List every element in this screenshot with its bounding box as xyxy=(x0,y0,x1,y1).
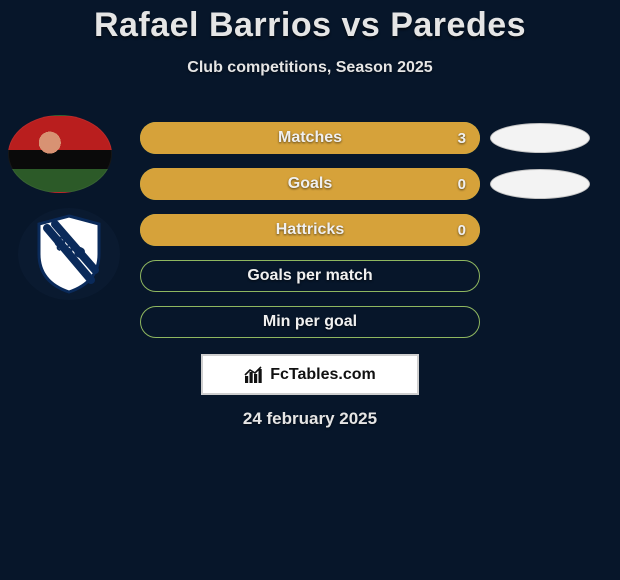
branding-section: FcTables.com 24 february 2025 xyxy=(0,354,620,429)
opponent-ellipse xyxy=(490,123,590,153)
shield-icon: QAC xyxy=(35,214,103,294)
player-photo xyxy=(8,115,112,193)
stat-label: Goals xyxy=(140,168,480,200)
stat-label: Matches xyxy=(140,122,480,154)
stats-panel: Matches 3 Goals 0 Hattricks 0 Goals per … xyxy=(140,122,480,352)
stat-label: Hattricks xyxy=(140,214,480,246)
stat-row-goals-per-match: Goals per match xyxy=(140,260,480,292)
subtitle: Club competitions, Season 2025 xyxy=(0,59,620,77)
branding-text: FcTables.com xyxy=(270,366,376,384)
stat-row-matches: Matches 3 xyxy=(140,122,480,154)
stat-row-min-per-goal: Min per goal xyxy=(140,306,480,338)
stat-row-goals: Goals 0 xyxy=(140,168,480,200)
stat-value: 0 xyxy=(458,214,466,246)
stat-row-hattricks: Hattricks 0 xyxy=(140,214,480,246)
branding-box: FcTables.com xyxy=(201,354,419,395)
bar-chart-icon xyxy=(244,366,266,384)
opponent-ellipse xyxy=(490,169,590,199)
stat-value: 3 xyxy=(458,122,466,154)
stat-label: Goals per match xyxy=(140,260,480,292)
stat-value: 0 xyxy=(458,168,466,200)
club-badge: QAC xyxy=(18,208,120,300)
date-text: 24 february 2025 xyxy=(243,409,377,429)
page-title: Rafael Barrios vs Paredes xyxy=(0,0,620,45)
stat-label: Min per goal xyxy=(140,306,480,338)
